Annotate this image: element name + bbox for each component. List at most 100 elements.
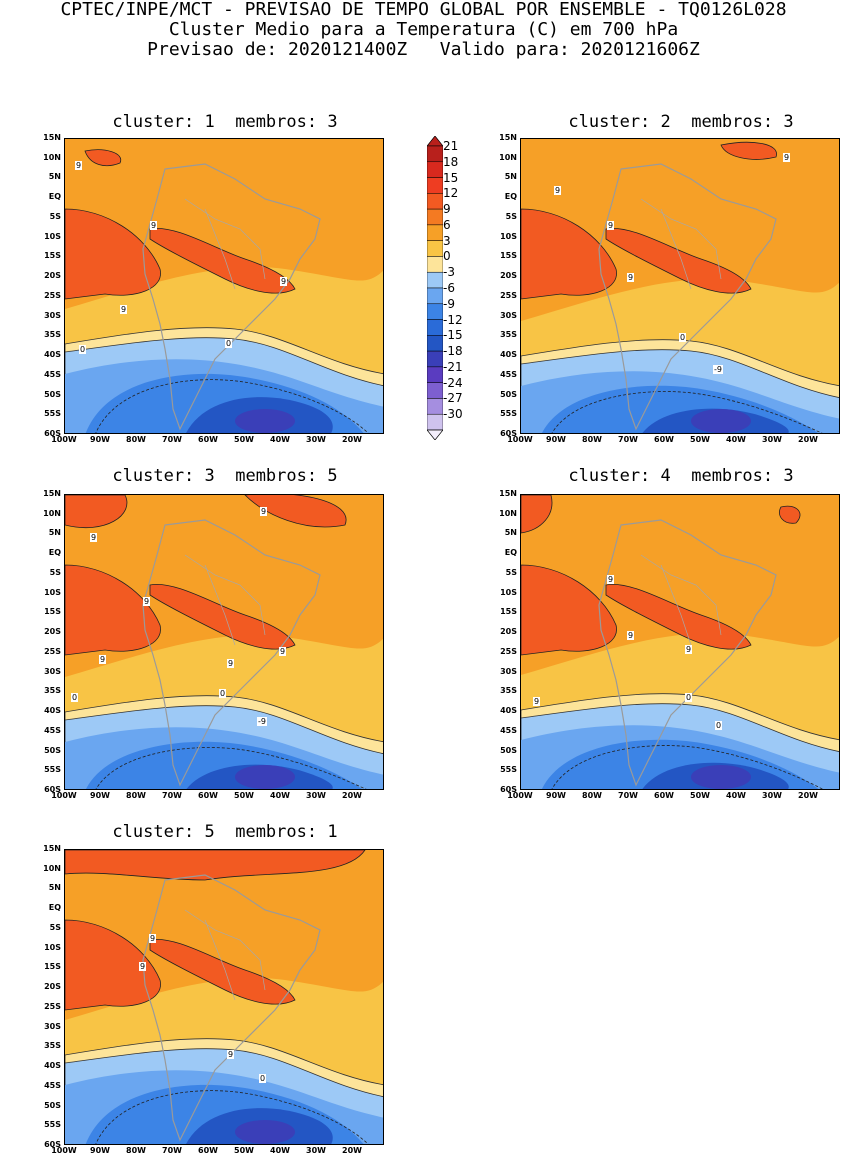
colorbar-swatch: [427, 145, 443, 163]
colorbar-swatch: [427, 193, 443, 210]
colorbar-label: 3: [443, 233, 451, 248]
colorbar-swatch: [427, 335, 443, 352]
lat-tick-label: 55S: [44, 765, 61, 775]
contour-label: 9: [75, 161, 83, 170]
contour-label: 0: [715, 721, 723, 730]
colorbar-label: 18: [443, 154, 459, 169]
lon-tick-label: 40W: [726, 435, 746, 444]
contour-label: 0: [685, 693, 693, 702]
map-panel-2: 9 9 9 9 0 -9: [520, 138, 840, 434]
lat-tick-label: 5N: [504, 528, 517, 538]
lon-tick-label: 100W: [51, 1146, 77, 1155]
lat-tick-label: 15S: [500, 251, 517, 261]
lon-tick-label: 100W: [51, 435, 77, 444]
map-panel-3: 9 9 9 9 9 9 0 0 -9: [64, 494, 384, 790]
lat-tick-label: 10S: [44, 587, 61, 597]
colorbar-swatch: [427, 161, 443, 178]
lon-tick-label: 90W: [546, 435, 566, 444]
lon-tick-label: 70W: [162, 1146, 182, 1155]
lon-tick-label: 20W: [798, 435, 818, 444]
lat-tick-label: 15S: [44, 607, 61, 617]
lat-tick-label: 35S: [44, 686, 61, 696]
map-panel-4: 9 9 9 9 0 0: [520, 494, 840, 790]
lat-tick-label: 30S: [44, 1021, 61, 1031]
lat-tick-label: 20S: [500, 627, 517, 637]
lat-tick-label: 10S: [500, 587, 517, 597]
contour-label: 0: [79, 345, 87, 354]
colorbar-swatch: [427, 224, 443, 241]
lat-tick-label: 10S: [500, 231, 517, 241]
contour-label: 9: [260, 507, 268, 516]
lat-tick-label: 50S: [44, 1100, 61, 1110]
lon-tick-label: 40W: [726, 791, 746, 800]
contour-label: 9: [783, 153, 791, 162]
contour-label: 9: [139, 962, 147, 971]
lat-tick-label: 45S: [500, 369, 517, 379]
contour-label: 9: [685, 645, 693, 654]
colorbar-label: -15: [443, 328, 463, 343]
colorbar-label: -6: [443, 281, 455, 295]
lat-tick-label: 30S: [44, 666, 61, 676]
lat-tick-label: 15S: [500, 607, 517, 617]
contour-label: 9: [143, 597, 151, 606]
lat-tick-label: 35S: [44, 330, 61, 340]
contour-label: 9: [627, 631, 635, 640]
lat-tick-label: 15N: [43, 844, 61, 853]
lon-tick-label: 30W: [306, 1146, 326, 1155]
colorbar-swatch: [427, 350, 443, 368]
lon-tick-label: 50W: [234, 1146, 254, 1155]
contour-label: 0: [71, 693, 79, 702]
contour-label: 9: [227, 659, 235, 668]
colorbar-swatch: [427, 413, 443, 431]
contour-label: 9: [279, 647, 287, 656]
lat-tick-label: 25S: [44, 290, 61, 300]
lat-tick-label: EQ: [504, 548, 517, 558]
panel-title-3: cluster: 3 membros: 5: [112, 466, 338, 486]
colorbar-swatch: [427, 382, 443, 399]
lon-tick-label: 30W: [306, 791, 326, 800]
contour-label: 9: [607, 221, 615, 230]
contour-label: 9: [149, 934, 157, 943]
lat-tick-label: 35S: [500, 686, 517, 696]
panel-title-2: cluster: 2 membros: 3: [568, 112, 794, 132]
lat-tick-label: 40S: [500, 706, 517, 716]
lat-tick-label: 20S: [500, 271, 517, 281]
colorbar-label: 21: [443, 139, 459, 153]
lon-tick-label: 70W: [162, 791, 182, 800]
lat-tick-label: 10N: [43, 152, 61, 162]
lon-tick-label: 90W: [90, 1146, 110, 1155]
lon-tick-label: 50W: [690, 791, 710, 800]
lat-tick-label: EQ: [48, 548, 61, 558]
lon-tick-label: 80W: [126, 435, 146, 444]
header-line2: Cluster Medio para a Temperatura (C) em …: [168, 19, 679, 40]
colorbar-label: 12: [443, 186, 459, 201]
contour-label: 9: [607, 575, 615, 584]
lat-tick-label: 20S: [44, 627, 61, 637]
lon-tick-label: 60W: [198, 1146, 218, 1155]
lat-tick-label: 5N: [48, 883, 61, 893]
lon-tick-label: 20W: [342, 791, 362, 800]
lat-tick-label: 60S: [500, 429, 517, 438]
contour-label: 9: [120, 305, 128, 314]
map-panel-5: 9 9 9 0: [64, 849, 384, 1145]
lat-tick-label: 10N: [43, 508, 61, 518]
lat-tick-label: 30S: [44, 310, 61, 320]
lat-tick-label: 10S: [44, 231, 61, 241]
lat-tick-label: 45S: [500, 725, 517, 735]
contour-label: 9: [533, 697, 541, 706]
lat-tick-label: 10N: [43, 863, 61, 873]
colorbar-label: -24: [443, 375, 463, 390]
lat-tick-label: 5N: [48, 528, 61, 538]
lat-tick-label: 15S: [44, 962, 61, 972]
lon-tick-label: 80W: [582, 791, 602, 800]
lon-tick-label: 90W: [546, 791, 566, 800]
lon-tick-label: 30W: [762, 791, 782, 800]
colorbar-label: -21: [443, 359, 463, 374]
lat-tick-label: 5S: [49, 567, 61, 577]
lat-tick-label: 45S: [44, 369, 61, 379]
lat-tick-label: 60S: [500, 785, 517, 794]
lat-tick-label: 15N: [43, 133, 61, 142]
lat-tick-label: 50S: [44, 389, 61, 399]
lat-tick-label: 25S: [500, 646, 517, 656]
